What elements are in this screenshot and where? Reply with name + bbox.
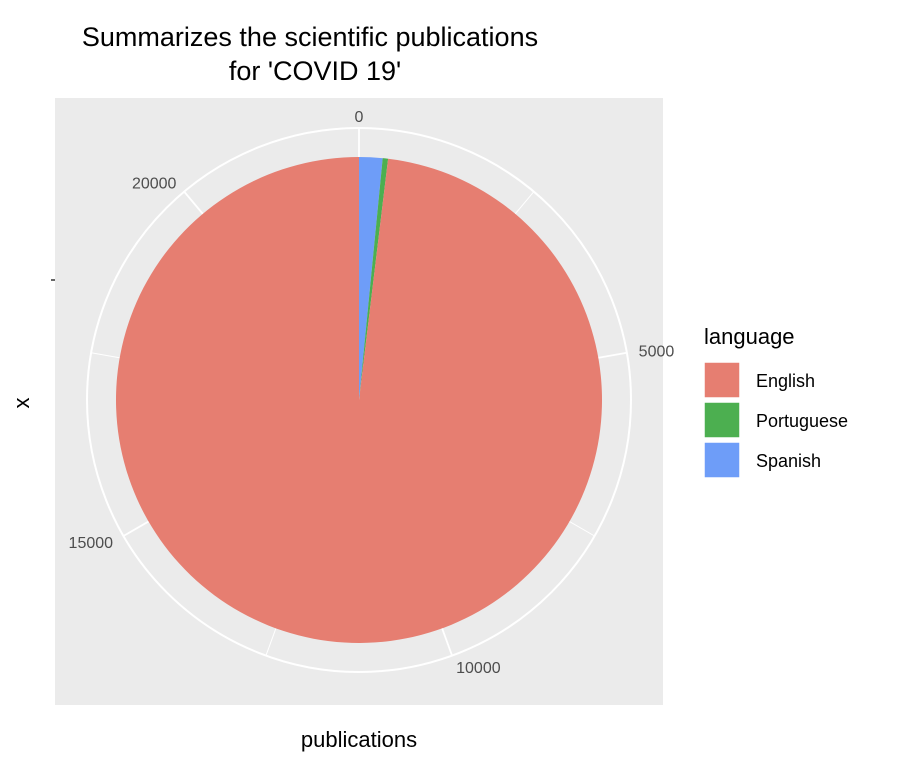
legend-title: language — [704, 324, 795, 349]
tick-label: 20000 — [132, 175, 177, 192]
slice-spanish — [359, 157, 383, 400]
legend-key-english — [703, 361, 741, 399]
slice-english — [116, 157, 603, 643]
legend-label: English — [756, 371, 815, 391]
theta-tick-labels: 0 5000 10000 15000 20000 — [69, 109, 675, 677]
legend-items: English Portuguese Spanish — [703, 361, 848, 479]
y-axis-title: x — [9, 398, 34, 409]
chart-title: Summarizes the scientific publications f… — [82, 22, 538, 86]
slice-portuguese — [359, 158, 389, 400]
tick-label: 0 — [355, 109, 364, 126]
tick-label: 10000 — [456, 660, 501, 677]
legend-label: Spanish — [756, 451, 821, 471]
chart-title-line-2: for 'COVID 19' — [229, 56, 401, 86]
tick-label: 15000 — [69, 535, 114, 552]
tick-label: 5000 — [639, 344, 675, 361]
legend-key-portuguese — [703, 401, 741, 439]
legend-key-spanish — [703, 441, 741, 479]
x-axis-title: publications — [301, 727, 417, 752]
legend-label: Portuguese — [756, 411, 848, 431]
legend: language English Portuguese Spanish — [703, 324, 848, 479]
chart-title-line-1: Summarizes the scientific publications — [82, 22, 538, 52]
pie-slices — [116, 157, 603, 643]
